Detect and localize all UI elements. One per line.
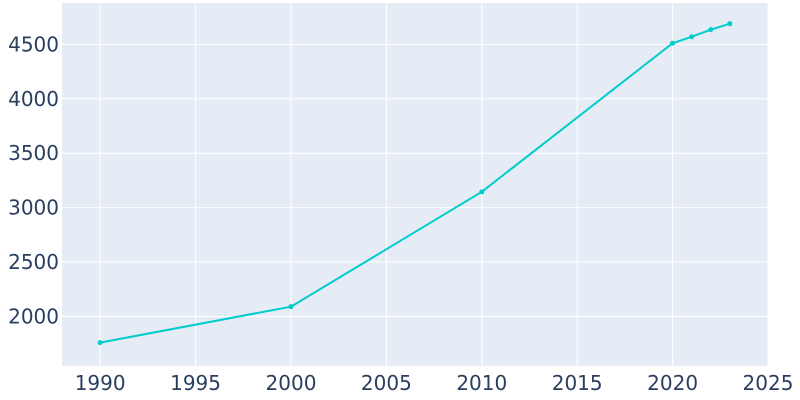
data-point xyxy=(288,304,294,310)
x-gridlines xyxy=(99,3,769,366)
y-gridlines xyxy=(62,43,768,317)
data-point xyxy=(708,27,714,33)
data-point xyxy=(727,21,733,27)
y-tick-label: 2500 xyxy=(8,250,59,274)
y-axis-tick-labels: 2000 2500 3000 3500 4000 4500 xyxy=(8,32,59,328)
x-axis-tick-labels: 1990 1995 2000 2005 2010 2015 2020 2025 xyxy=(75,371,794,395)
data-point xyxy=(689,34,695,40)
data-point xyxy=(479,189,485,195)
data-point xyxy=(97,340,103,346)
data-point xyxy=(670,40,676,46)
y-tick-label: 4500 xyxy=(8,32,59,56)
series-layer xyxy=(97,21,733,346)
x-tick-label: 2005 xyxy=(361,371,412,395)
x-tick-label: 1995 xyxy=(170,371,221,395)
x-tick-label: 2020 xyxy=(647,371,698,395)
x-tick-label: 2000 xyxy=(266,371,317,395)
x-tick-label: 2010 xyxy=(456,371,507,395)
plot-area xyxy=(62,3,768,366)
y-tick-label: 4000 xyxy=(8,87,59,111)
x-tick-label: 1990 xyxy=(75,371,126,395)
y-tick-label: 2000 xyxy=(8,304,59,328)
x-tick-label: 2015 xyxy=(552,371,603,395)
y-tick-label: 3000 xyxy=(8,196,59,220)
y-tick-label: 3500 xyxy=(8,141,59,165)
x-tick-label: 2025 xyxy=(743,371,794,395)
